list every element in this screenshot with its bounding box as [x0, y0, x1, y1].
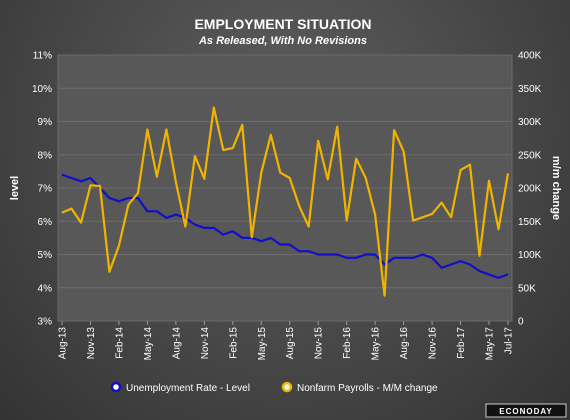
- x-tick-label: May-14: [143, 327, 154, 361]
- x-tick-label: Nov-14: [200, 327, 211, 360]
- right-tick-label: 150K: [518, 217, 542, 228]
- left-axis: 3% 4% 5% 6% 7% 8% 9% 10% 11%: [32, 51, 52, 328]
- right-tick-label: 0: [518, 317, 524, 328]
- right-tick-label: 250K: [518, 150, 542, 161]
- x-tick-label: Aug-13: [58, 327, 69, 360]
- right-tick-label: 50K: [518, 283, 536, 294]
- legend-marker-unemployment: [110, 381, 122, 393]
- left-tick-label: 5%: [38, 250, 53, 261]
- left-tick-label: 4%: [38, 283, 53, 294]
- right-axis-label: m/m change: [550, 156, 562, 220]
- left-axis-label: level: [9, 176, 21, 200]
- nonfarm-payrolls-line: [61, 106, 510, 297]
- left-tick-label: 10%: [32, 84, 52, 95]
- right-tick-label: 100K: [518, 250, 542, 261]
- x-axis: Aug-13 Nov-13 Feb-14 May-14 Aug-14 Nov-14 Feb-…: [58, 321, 515, 360]
- x-tick-label: Nov-16: [428, 327, 439, 360]
- legend-item-payrolls[interactable]: Nonfarm Payrolls - M/M change: [281, 381, 438, 394]
- left-tick-label: 11%: [33, 51, 52, 62]
- x-tick-label: Aug-15: [285, 327, 296, 360]
- brand-text: ECONODAY: [499, 407, 553, 416]
- x-tick-label: Aug-14: [171, 327, 182, 360]
- legend-item-unemployment[interactable]: Unemployment Rate - Level: [110, 381, 250, 394]
- x-tick-label: Feb-16: [342, 327, 353, 359]
- x-tick-label: Jul-17: [504, 327, 515, 355]
- x-tick-label: May-16: [371, 327, 382, 361]
- x-tick-label: Feb-17: [456, 327, 467, 359]
- series-layer: [61, 106, 510, 297]
- legend-label-unemployment: Unemployment Rate - Level: [126, 383, 250, 394]
- x-tick-label: Nov-15: [314, 327, 325, 360]
- left-tick-label: 8%: [38, 150, 53, 161]
- x-tick-label: Feb-15: [228, 327, 239, 359]
- brand-logo: ECONODAY: [485, 403, 567, 418]
- right-tick-label: 300K: [518, 117, 542, 128]
- gridlines: [58, 87, 512, 289]
- x-tick-label: May-15: [257, 327, 268, 361]
- left-tick-label: 9%: [38, 117, 53, 128]
- left-tick-label: 7%: [38, 184, 53, 195]
- x-tick-label: Nov-13: [86, 327, 97, 360]
- chart-subtitle: As Released, With No Revisions: [198, 35, 367, 47]
- right-axis: 0 50K 100K 150K 200K 250K 300K 350K 400K: [518, 51, 542, 328]
- right-tick-label: 400K: [518, 51, 542, 62]
- chart-title: EMPLOYMENT SITUATION: [194, 16, 371, 32]
- right-tick-label: 350K: [518, 84, 542, 95]
- right-tick-label: 200K: [518, 184, 542, 195]
- unemployment-rate-line: [61, 173, 509, 279]
- left-tick-label: 6%: [38, 217, 53, 228]
- x-tick-label: Aug-16: [399, 327, 410, 360]
- legend-label-payrolls: Nonfarm Payrolls - M/M change: [297, 383, 438, 394]
- left-tick-label: 3%: [38, 317, 53, 328]
- x-tick-label: May-17: [485, 327, 496, 361]
- legend: Unemployment Rate - Level Nonfarm Payrol…: [110, 381, 438, 394]
- x-tick-label: Feb-14: [114, 327, 125, 359]
- legend-marker-payrolls: [281, 381, 293, 393]
